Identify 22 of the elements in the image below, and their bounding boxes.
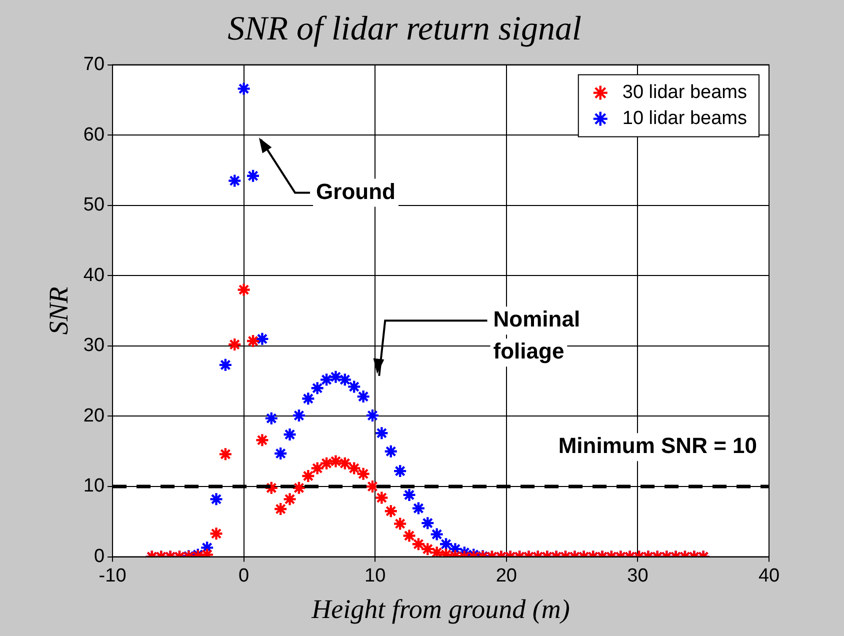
x-tick-label: 30 — [627, 565, 648, 586]
annotation: Ground — [316, 178, 396, 204]
x-tick-label: 40 — [758, 565, 780, 586]
x-tick-label: 0 — [238, 565, 250, 586]
annotation: Nominal foliage — [493, 306, 580, 364]
chart-title: SNR of lidar return signal — [228, 10, 582, 48]
ref-line-label: Minimum SNR = 10 — [558, 433, 757, 458]
x-tick-label: 20 — [496, 565, 517, 586]
legend-label: 10 lidar beams — [622, 108, 747, 130]
x-axis-title: Height from ground (m) — [310, 594, 570, 624]
y-tick-label: 60 — [83, 124, 105, 146]
y-tick-label: 10 — [83, 476, 105, 497]
y-tick-label: 70 — [83, 54, 105, 76]
y-tick-label: 0 — [94, 546, 105, 568]
x-tick-label: 10 — [364, 565, 386, 586]
x-tick-label: -10 — [98, 565, 126, 586]
y-tick-label: 50 — [83, 194, 105, 216]
y-tick-label: 20 — [83, 405, 105, 426]
legend-label: 30 lidar beams — [622, 82, 747, 104]
y-axis-title: SNR — [43, 286, 74, 335]
y-tick-label: 40 — [83, 264, 105, 286]
y-tick-label: 30 — [83, 335, 105, 356]
